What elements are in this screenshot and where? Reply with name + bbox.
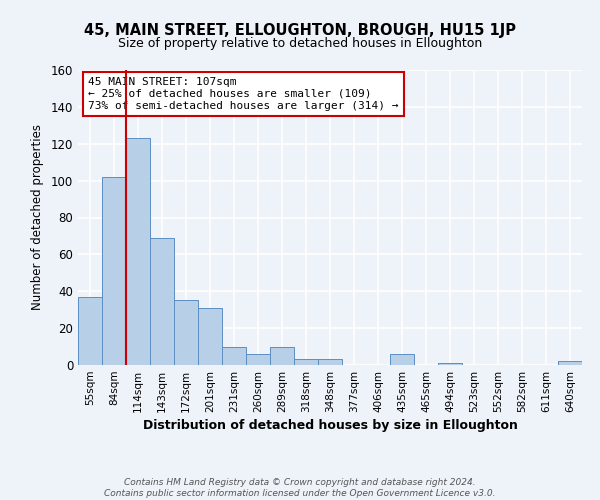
Bar [318, 360, 342, 365]
Text: 45 MAIN STREET: 107sqm
← 25% of detached houses are smaller (109)
73% of semi-de: 45 MAIN STREET: 107sqm ← 25% of detached… [88, 78, 398, 110]
Bar [102, 177, 126, 365]
Text: 45, MAIN STREET, ELLOUGHTON, BROUGH, HU15 1JP: 45, MAIN STREET, ELLOUGHTON, BROUGH, HU1… [84, 22, 516, 38]
Bar [198, 308, 222, 365]
Text: Contains HM Land Registry data © Crown copyright and database right 2024.
Contai: Contains HM Land Registry data © Crown c… [104, 478, 496, 498]
Bar [294, 360, 318, 365]
Bar [390, 354, 414, 365]
Bar [222, 346, 246, 365]
Bar [78, 297, 102, 365]
Bar [246, 354, 270, 365]
Bar [558, 362, 582, 365]
Bar [150, 238, 174, 365]
Text: Size of property relative to detached houses in Elloughton: Size of property relative to detached ho… [118, 38, 482, 51]
X-axis label: Distribution of detached houses by size in Elloughton: Distribution of detached houses by size … [143, 419, 517, 432]
Bar [126, 138, 150, 365]
Bar [270, 346, 294, 365]
Y-axis label: Number of detached properties: Number of detached properties [31, 124, 44, 310]
Bar [438, 363, 462, 365]
Bar [174, 300, 198, 365]
